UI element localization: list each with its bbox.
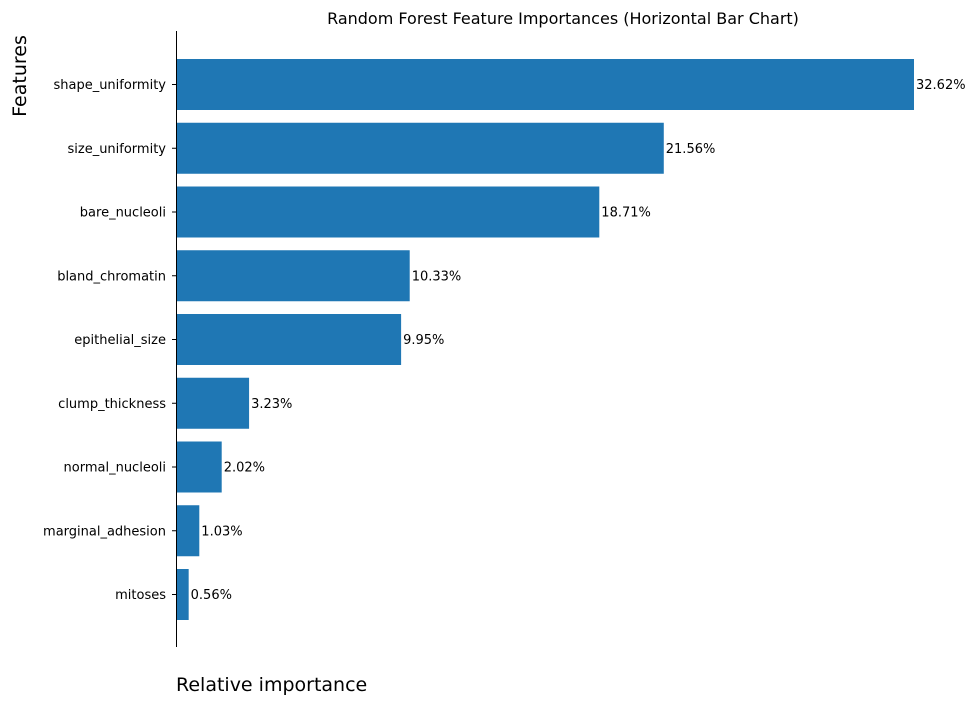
- value-label: 21.56%: [666, 142, 716, 157]
- category-label: mitoses: [115, 588, 166, 603]
- value-label: 32.62%: [916, 78, 966, 93]
- value-label: 1.03%: [201, 524, 242, 539]
- category-label: bland_chromatin: [57, 269, 166, 284]
- chart-title: Random Forest Feature Importances (Horiz…: [327, 9, 799, 28]
- value-label: 9.95%: [403, 333, 444, 348]
- bar-marginal-adhesion: [176, 505, 200, 557]
- category-label: epithelial_size: [74, 333, 166, 348]
- x-axis-label: Relative importance: [176, 674, 367, 696]
- bar-epithelial-size: [176, 314, 402, 365]
- bar-normal-nucleoli: [176, 441, 222, 493]
- category-label: marginal_adhesion: [43, 524, 166, 539]
- bar-bare-nucleoli: [176, 186, 600, 238]
- bar-clump-thickness: [176, 377, 250, 429]
- category-label: shape_uniformity: [53, 78, 166, 93]
- bars-layer: [176, 59, 914, 620]
- bar-mitoses: [176, 569, 189, 620]
- bar-size-uniformity: [176, 122, 664, 174]
- bar-shape-uniformity: [176, 59, 914, 110]
- value-label: 0.56%: [191, 588, 232, 603]
- bar-bland-chromatin: [176, 250, 410, 302]
- category-label: clump_thickness: [58, 397, 166, 412]
- category-label: bare_nucleoli: [80, 206, 166, 221]
- category-labels-layer: shape_uniformity size_uniformity bare_nucl…: [43, 78, 176, 603]
- value-label: 2.02%: [224, 461, 265, 476]
- value-labels-layer: 32.62% 21.56% 18.71% 10.33% 9.95% 3.23% 2.02% 1…: [191, 78, 966, 603]
- value-label: 3.23%: [251, 397, 292, 412]
- category-label: size_uniformity: [67, 142, 166, 157]
- y-axis-label: Features: [9, 35, 31, 117]
- value-label: 10.33%: [412, 269, 462, 284]
- value-label: 18.71%: [601, 206, 651, 221]
- category-label: normal_nucleoli: [64, 461, 166, 476]
